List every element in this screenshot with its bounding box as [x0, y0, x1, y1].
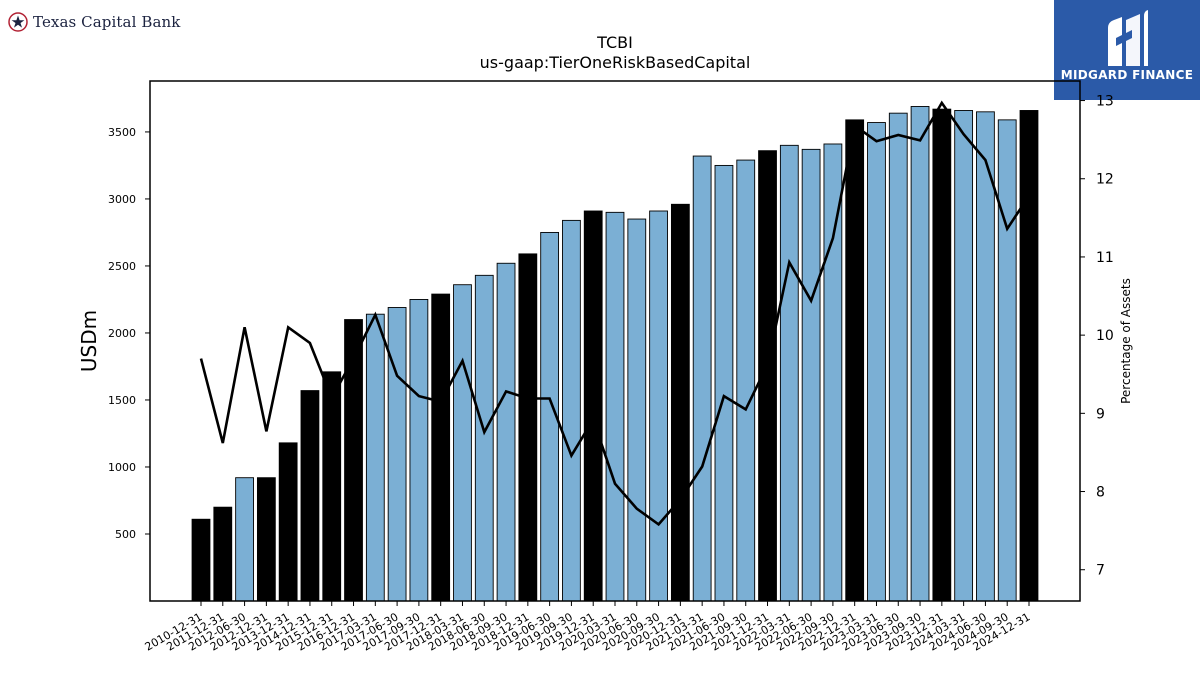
bar — [845, 119, 865, 602]
bar — [910, 106, 930, 602]
bar — [409, 299, 429, 602]
bar — [888, 112, 908, 602]
y2-tick-label: 9 — [1096, 406, 1105, 422]
brand-header: Texas Capital Bank — [8, 12, 180, 32]
bar — [736, 159, 756, 602]
bar — [453, 284, 472, 602]
y2-tick-label: 11 — [1096, 250, 1114, 266]
y-tick-label: 1000 — [108, 461, 136, 474]
y2-tick-label: 10 — [1096, 328, 1114, 344]
bar — [867, 122, 886, 602]
bar — [387, 307, 407, 602]
bar — [431, 293, 451, 602]
y-tick-label: 1500 — [108, 394, 136, 407]
y-axis-label: USDm — [77, 310, 101, 372]
bar — [627, 218, 647, 602]
y-tick-label: 3000 — [108, 193, 136, 206]
y-tick-label: 2500 — [108, 260, 136, 273]
percentage-line — [199, 100, 1031, 527]
midgard-finance-logo: MIDGARD FINANCE — [1054, 0, 1200, 100]
bar — [605, 211, 625, 602]
midgard-m-icon — [1108, 10, 1148, 66]
left-axis: 500 1000 1500 2000 2500 3000 3500 — [108, 126, 150, 541]
chart-subtitle: us-gaap:TierOneRiskBasedCapital — [480, 53, 751, 72]
y2-axis-label: Percentage of Assets — [1119, 278, 1133, 404]
y2-tick-label: 13 — [1096, 94, 1114, 110]
bar — [562, 219, 581, 602]
bar — [714, 164, 734, 602]
bar — [474, 274, 494, 602]
bar — [801, 148, 821, 602]
bar — [670, 203, 690, 602]
y2-tick-label: 8 — [1096, 485, 1105, 501]
bar — [692, 155, 712, 602]
bars-layer — [191, 106, 1039, 602]
logo-text: MIDGARD FINANCE — [1060, 68, 1194, 82]
brand-name: Texas Capital Bank — [33, 13, 181, 31]
right-axis: 7 8 9 10 11 12 13 — [1080, 94, 1114, 579]
bar — [278, 442, 298, 602]
bar — [997, 119, 1017, 602]
bar — [496, 262, 516, 602]
y-tick-label: 500 — [115, 528, 136, 541]
bar — [583, 210, 603, 602]
chart-title: TCBI — [596, 33, 633, 52]
bar — [1019, 110, 1039, 602]
bar — [344, 319, 363, 602]
y-tick-label: 2000 — [108, 327, 136, 340]
bar — [300, 390, 320, 602]
bar — [779, 144, 799, 602]
bar — [976, 111, 995, 602]
bar — [518, 253, 538, 602]
bar — [365, 313, 385, 602]
y-tick-label: 3500 — [108, 126, 136, 139]
bar — [954, 110, 974, 602]
bar — [191, 518, 211, 602]
bar — [322, 371, 342, 602]
bar — [649, 210, 668, 602]
bar — [256, 477, 276, 602]
bar — [932, 108, 952, 602]
y2-tick-label: 12 — [1096, 172, 1114, 188]
line-layer — [199, 100, 1031, 527]
bar — [235, 477, 254, 602]
star-logo-icon — [8, 12, 28, 32]
bar — [213, 506, 233, 602]
x-axis: 2010-12-312011-12-312012-06-302012-12-31… — [143, 601, 1033, 654]
y2-tick-label: 7 — [1096, 563, 1105, 579]
